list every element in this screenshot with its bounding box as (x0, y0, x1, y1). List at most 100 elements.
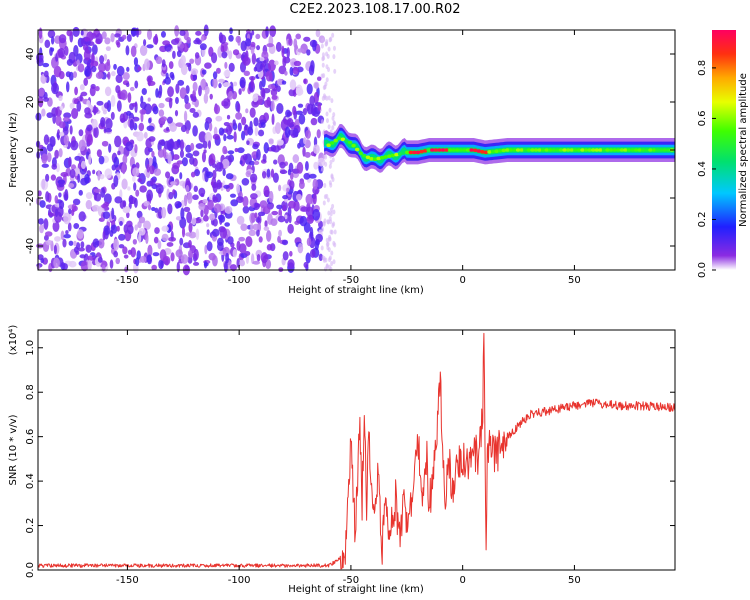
noise-speck (188, 240, 192, 248)
noise-speck (332, 54, 336, 60)
noise-speck (174, 25, 180, 37)
noise-speck (102, 204, 106, 209)
noise-speck (66, 29, 73, 37)
noise-speck (57, 47, 66, 58)
noise-speck (181, 226, 186, 238)
noise-speck (45, 173, 50, 182)
noise-speck (180, 207, 185, 220)
noise-speck (227, 236, 234, 245)
noise-speck (252, 143, 259, 150)
noise-speck (136, 131, 144, 142)
noise-speck (266, 43, 274, 48)
noise-speck (236, 196, 244, 203)
noise-speck (289, 172, 294, 180)
noise-speck (148, 165, 156, 175)
noise-speck (224, 205, 233, 214)
signal-amplitude-blob (383, 155, 388, 159)
noise-speck (126, 211, 130, 219)
y-tick-label: 40 (25, 48, 36, 61)
noise-speck (309, 249, 316, 258)
noise-speck (186, 211, 193, 224)
noise-speck (146, 44, 154, 49)
noise-speck (327, 219, 331, 225)
noise-speck (126, 110, 132, 116)
noise-speck (122, 206, 131, 214)
noise-speck (96, 149, 102, 158)
noise-speck (154, 207, 159, 213)
noise-speck (179, 30, 186, 37)
noise-speck (123, 224, 128, 234)
noise-speck (166, 126, 170, 132)
noise-speck (259, 119, 267, 124)
noise-speck (161, 233, 169, 242)
noise-speck (172, 50, 176, 60)
noise-speck (286, 47, 290, 59)
noise-speck (148, 136, 156, 142)
noise-speck (58, 192, 62, 198)
noise-speck (198, 85, 202, 97)
noise-speck (297, 48, 305, 53)
signal-amplitude-blob (590, 148, 596, 152)
noise-speck (49, 136, 56, 148)
noise-speck (225, 173, 234, 180)
noise-speck (330, 261, 334, 267)
noise-speck (63, 112, 72, 119)
signal-amplitude-blob (540, 148, 546, 152)
noise-speck (331, 125, 335, 131)
y-tick-label: 0.6 (25, 429, 36, 445)
noise-speck (242, 205, 250, 214)
noise-speck (114, 196, 123, 204)
noise-speck (113, 175, 119, 188)
noise-speck (170, 38, 179, 45)
noise-speck (180, 63, 188, 76)
noise-speck (47, 29, 56, 39)
noise-speck (236, 183, 241, 194)
noise-speck (116, 100, 122, 112)
noise-speck (287, 259, 295, 269)
noise-speck (201, 151, 207, 163)
noise-speck (73, 205, 78, 212)
noise-speck (93, 188, 102, 193)
noise-speck (237, 147, 245, 154)
noise-speck (157, 240, 162, 250)
noise-speck (310, 117, 318, 126)
noise-speck (122, 246, 128, 255)
signal-amplitude-blob (440, 148, 446, 152)
noise-speck (253, 160, 260, 166)
noise-speck (228, 62, 235, 72)
noise-speck (70, 140, 79, 151)
signal-amplitude-blob (340, 137, 346, 142)
noise-speck (324, 154, 328, 160)
noise-speck (175, 122, 184, 127)
signal-amplitude-blob (569, 148, 574, 152)
noise-speck (331, 115, 335, 121)
noise-speck (138, 233, 142, 244)
noise-speck (239, 76, 246, 89)
noise-speck (195, 228, 200, 241)
noise-speck (53, 257, 60, 269)
noise-speck (104, 128, 113, 133)
signal-amplitude-blob (601, 148, 607, 152)
noise-speck (79, 254, 86, 259)
noise-speck (327, 67, 331, 73)
noise-speck (325, 77, 329, 83)
noise-speck (212, 77, 218, 89)
noise-speck (68, 183, 75, 188)
signal-amplitude-blob (433, 148, 439, 152)
noise-speck (63, 233, 71, 239)
noise-speck (271, 210, 279, 216)
noise-speck (146, 254, 153, 265)
noise-speck (62, 263, 68, 270)
noise-speck (322, 200, 326, 206)
noise-speck (230, 199, 239, 207)
noise-speck (261, 88, 266, 100)
snr-plot-area (38, 330, 675, 570)
noise-speck (177, 79, 185, 86)
noise-speck (115, 257, 121, 265)
noise-speck (93, 126, 99, 139)
noise-speck (332, 240, 336, 246)
noise-speck (266, 168, 271, 178)
noise-speck (208, 252, 216, 261)
noise-speck (74, 86, 78, 96)
noise-speck (180, 199, 185, 208)
